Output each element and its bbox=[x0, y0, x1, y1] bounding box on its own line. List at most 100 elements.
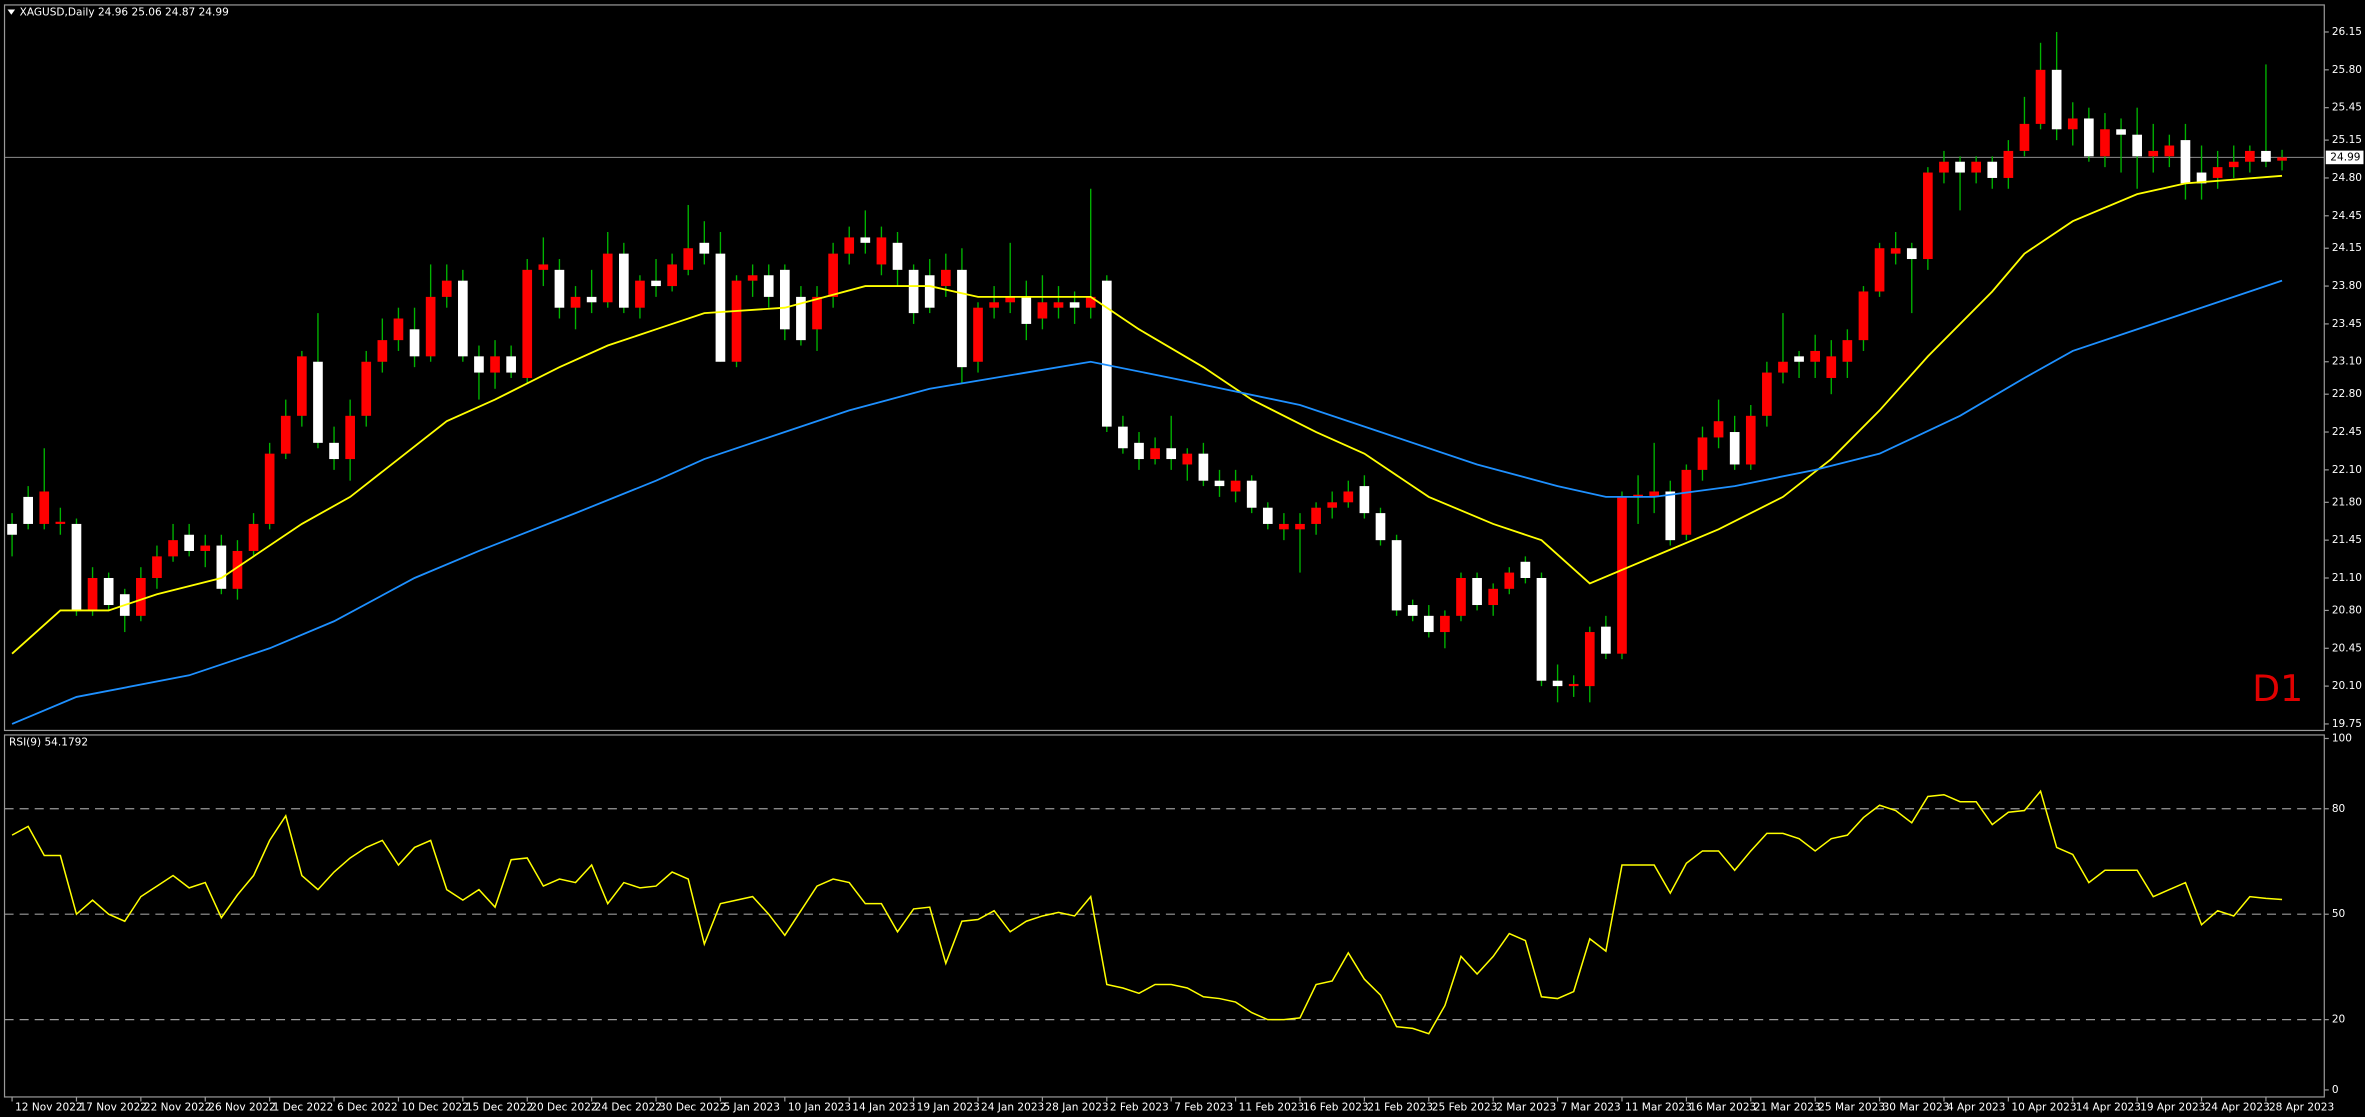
candle-body bbox=[490, 356, 500, 373]
last-price-label: 24.99 bbox=[2330, 151, 2360, 163]
candle-body bbox=[393, 318, 404, 341]
x-tick-label: 21 Mar 2023 bbox=[1754, 1102, 1821, 1114]
y-tick-label: 21.80 bbox=[2332, 496, 2362, 508]
y-tick-label: 24.80 bbox=[2332, 172, 2362, 184]
candle-body bbox=[1858, 291, 1869, 341]
x-tick-label: 30 Dec 2022 bbox=[659, 1102, 726, 1114]
candle-body bbox=[731, 280, 742, 362]
candle-body bbox=[908, 269, 919, 314]
y-tick-label: 20.45 bbox=[2332, 642, 2362, 654]
candle-body bbox=[1488, 588, 1499, 606]
y-tick-label: 23.10 bbox=[2332, 356, 2362, 368]
y-tick-label: 23.80 bbox=[2332, 280, 2362, 292]
candle-body bbox=[1681, 469, 1692, 535]
candle-body bbox=[136, 577, 146, 616]
candle-body bbox=[280, 415, 291, 454]
candle-body bbox=[570, 296, 581, 308]
candle-body bbox=[377, 340, 388, 362]
x-tick-label: 16 Mar 2023 bbox=[1689, 1102, 1756, 1114]
candle-body bbox=[763, 275, 774, 297]
candle-body bbox=[2228, 161, 2239, 168]
moving-average-line bbox=[11, 279, 2283, 725]
y-tick-label: 23.45 bbox=[2332, 318, 2362, 330]
candle-body bbox=[779, 269, 790, 330]
candle-body bbox=[892, 242, 903, 270]
candle-body bbox=[1262, 507, 1273, 524]
candle-body bbox=[1311, 507, 1321, 524]
price-panel bbox=[3, 4, 2325, 732]
candle-body bbox=[1230, 480, 1241, 492]
candle-body bbox=[39, 491, 50, 524]
x-tick-label: 11 Mar 2023 bbox=[1625, 1102, 1692, 1114]
candle-body bbox=[2003, 150, 2014, 178]
candle-body bbox=[152, 556, 162, 578]
candle-body bbox=[1536, 577, 1547, 681]
candle-body bbox=[973, 307, 983, 362]
x-tick-label: 14 Apr 2023 bbox=[2076, 1102, 2141, 1114]
candle-body bbox=[2212, 167, 2223, 178]
candle-body bbox=[1890, 248, 1901, 254]
candle-body bbox=[635, 280, 645, 308]
candle-body bbox=[2051, 69, 2062, 130]
x-tick-label: 28 Jan 2023 bbox=[1045, 1102, 1108, 1114]
candle-body bbox=[683, 248, 694, 270]
x-tick-label: 19 Jan 2023 bbox=[917, 1102, 980, 1114]
candle-body bbox=[1053, 302, 1064, 308]
candle-body bbox=[1762, 372, 1772, 416]
x-tick-label: 28 Apr 2023 bbox=[2269, 1102, 2334, 1114]
candle-body bbox=[409, 329, 420, 357]
x-tick-label: 25 Mar 2023 bbox=[1818, 1102, 1885, 1114]
candle-body bbox=[1665, 491, 1676, 541]
candle-body bbox=[297, 356, 307, 416]
candle-body bbox=[860, 237, 871, 243]
candle-body bbox=[1697, 437, 1708, 470]
candle-body bbox=[1472, 577, 1482, 606]
candle-body bbox=[1842, 340, 1853, 362]
candle-body bbox=[924, 275, 935, 308]
y-tick-label: 25.15 bbox=[2332, 134, 2362, 146]
x-tick-label: 24 Apr 2023 bbox=[2205, 1102, 2270, 1114]
candle-body bbox=[1037, 302, 1048, 319]
candle-body bbox=[55, 521, 66, 524]
candle-body bbox=[1633, 494, 1643, 497]
candle-body bbox=[1504, 572, 1515, 589]
candle-body bbox=[1713, 421, 1724, 438]
candle-body bbox=[2100, 129, 2110, 157]
candle-body bbox=[1005, 296, 1016, 303]
candle-body bbox=[2035, 69, 2046, 124]
y-tick-label: 22.10 bbox=[2332, 464, 2362, 476]
candle-body bbox=[1279, 523, 1289, 530]
x-tick-label: 10 Dec 2022 bbox=[401, 1102, 468, 1114]
candle-body bbox=[200, 545, 211, 551]
candle-body bbox=[1182, 453, 1193, 465]
candle-body bbox=[586, 296, 597, 303]
candle-body bbox=[1327, 502, 1338, 508]
x-tick-label: 21 Feb 2023 bbox=[1367, 1102, 1433, 1114]
x-tick-label: 2 Mar 2023 bbox=[1496, 1102, 1556, 1114]
candle-body bbox=[2067, 118, 2078, 130]
candle-body bbox=[876, 237, 887, 265]
candle-body bbox=[1198, 453, 1209, 481]
candle-body bbox=[1794, 356, 1804, 362]
y-tick-label: 22.80 bbox=[2332, 388, 2362, 400]
candle-body bbox=[1407, 605, 1418, 616]
candle-body bbox=[2261, 150, 2271, 162]
candle-body bbox=[458, 280, 468, 357]
candle-body bbox=[747, 275, 758, 281]
candle-body bbox=[425, 296, 436, 357]
x-tick-label: 4 Apr 2023 bbox=[1947, 1102, 2006, 1114]
candle-body bbox=[619, 253, 629, 308]
x-tick-label: 2 Feb 2023 bbox=[1110, 1102, 1169, 1114]
rsi-y-tick-label: 20 bbox=[2332, 1014, 2346, 1026]
candle-body bbox=[844, 237, 855, 254]
candle-body bbox=[554, 269, 565, 308]
candle-body bbox=[2019, 123, 2030, 151]
x-tick-label: 15 Dec 2022 bbox=[466, 1102, 533, 1114]
candle-body bbox=[1069, 302, 1080, 308]
x-tick-label: 7 Feb 2023 bbox=[1174, 1102, 1233, 1114]
candle-body bbox=[1729, 432, 1740, 465]
x-tick-label: 11 Feb 2023 bbox=[1239, 1102, 1305, 1114]
candle-body bbox=[1584, 632, 1595, 687]
candle-body bbox=[248, 523, 259, 551]
